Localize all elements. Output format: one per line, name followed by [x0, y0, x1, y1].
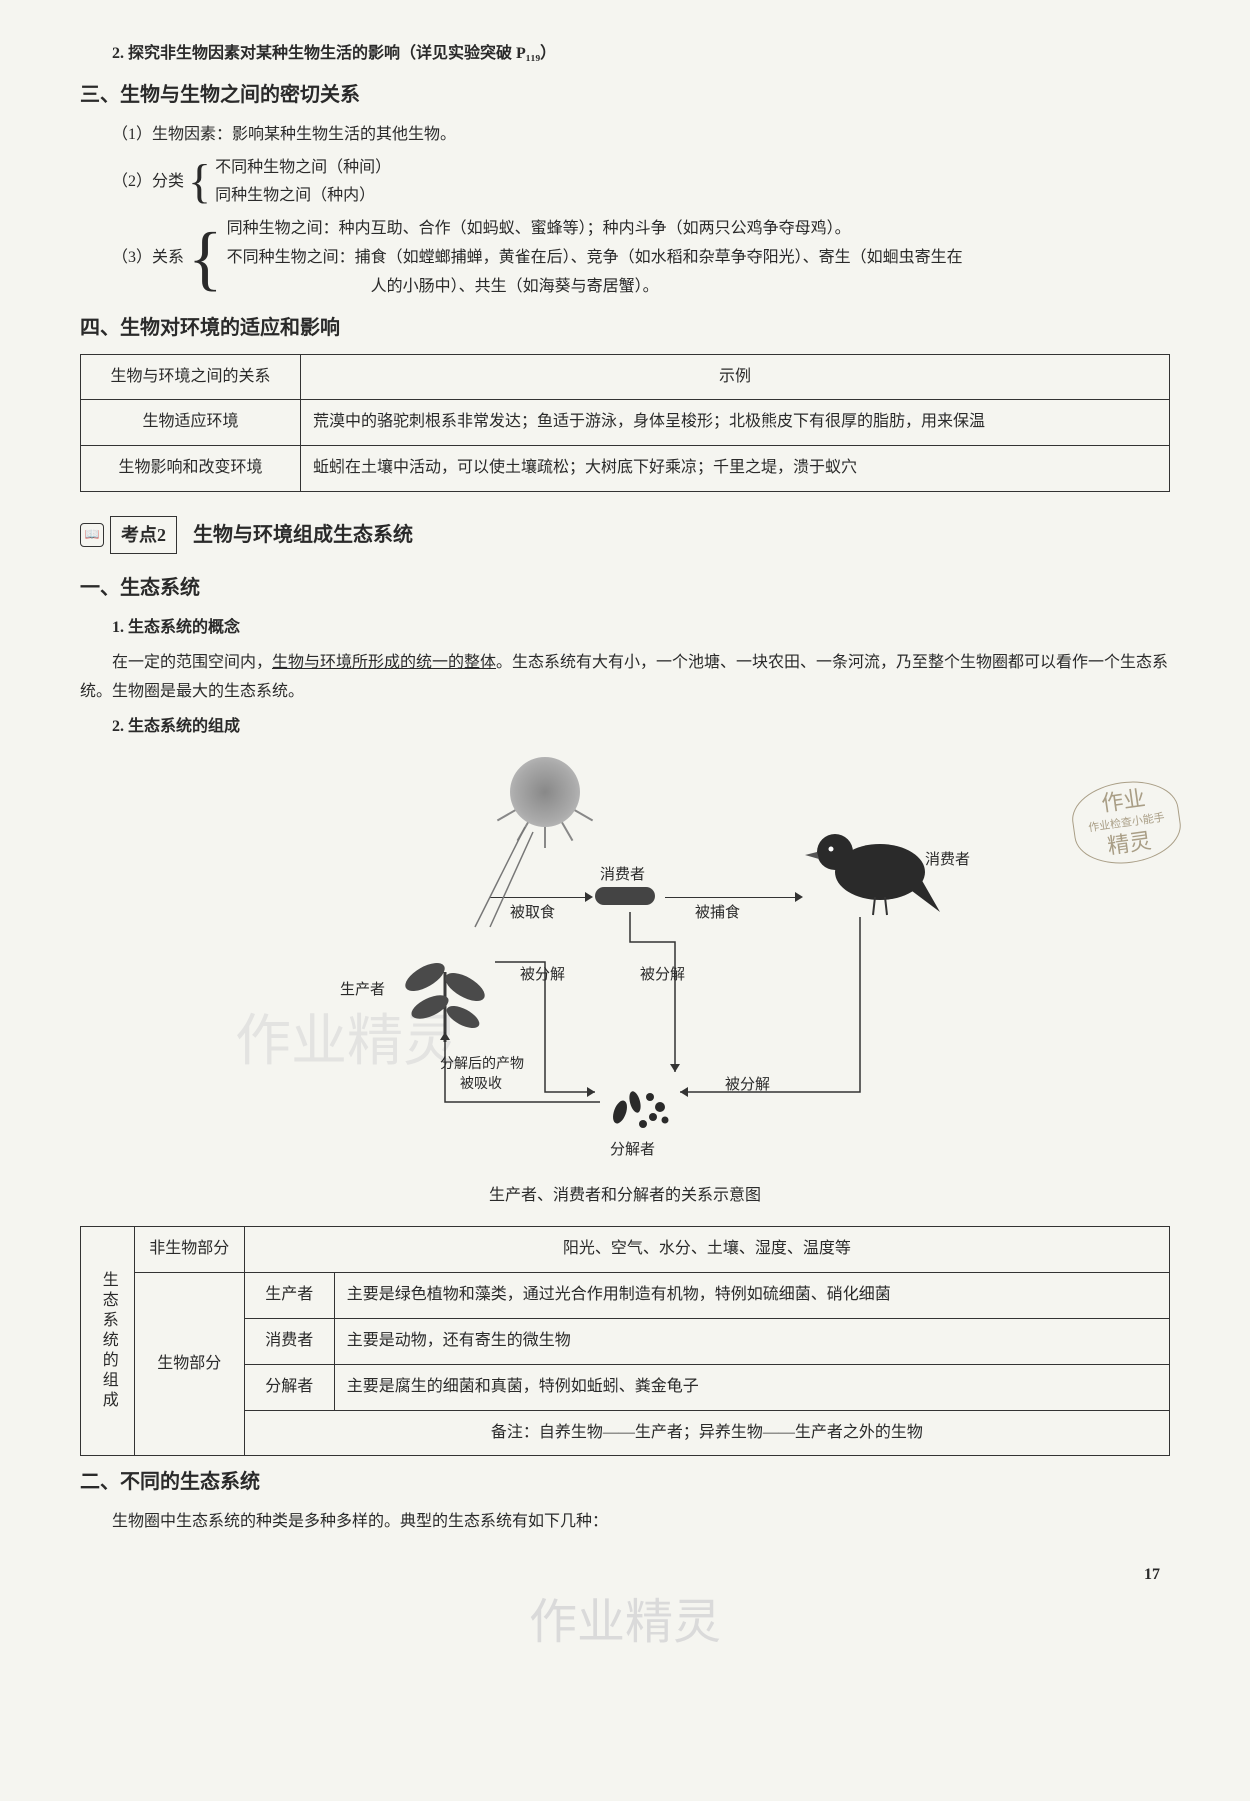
plant-icon: [395, 942, 485, 1032]
table-row: 生物与环境之间的关系 示例: [81, 354, 1170, 400]
consumer1-label: 消费者: [600, 862, 645, 889]
diagram-caption: 生产者、消费者和分解者的关系示意图: [80, 1182, 1170, 1211]
table-row: 生态系统的组成 非生物部分 阳光、空气、水分、土壤、湿度、温度等: [81, 1227, 1170, 1273]
sec3-heading: 三、生物与生物之间的密切关系: [80, 77, 1170, 113]
table-cell: 生物部分: [134, 1273, 244, 1456]
table-cell: 非生物部分: [134, 1227, 244, 1273]
eco2-p: 生物圈中生态系统的种类是多种多样的。典型的生态系统有如下几种：: [80, 1508, 1170, 1537]
table-cell: 主要是绿色植物和藻类，通过光合作用制造有机物，特例如硫细菌、硝化细菌: [334, 1273, 1169, 1319]
consumer2-label: 消费者: [925, 847, 970, 874]
table-row: 消费者 主要是动物，还有寄生的微生物: [81, 1318, 1170, 1364]
table-cell: 主要是腐生的细菌和真菌，特例如蚯蚓、粪金龟子: [334, 1364, 1169, 1410]
eco1-p1u: 生物与环境所形成的统一的整体: [272, 654, 496, 671]
sec3-item2a: 不同种生物之间（种间）: [215, 154, 391, 183]
brace-icon: {: [188, 154, 211, 212]
ecosystem-diagram: 作业精灵 消费者 消费者: [265, 752, 985, 1172]
worm-icon: [595, 887, 655, 905]
table-cell: 阳光、空气、水分、土壤、湿度、温度等: [244, 1227, 1169, 1273]
table-cell: 蚯蚓在土壤中活动，可以使土壤疏松；大树底下好乘凉；千里之堤，溃于蚁穴: [301, 446, 1170, 492]
bottom-watermark: 作业精灵: [80, 1580, 1170, 1666]
sec3-item3-label: （3）关系: [112, 215, 184, 301]
table-cell: 荒漠中的骆驼刺根系非常发达；鱼适于游泳，身体呈梭形；北极熊皮下有很厚的脂肪，用来…: [301, 400, 1170, 446]
brace-icon: {: [188, 215, 223, 301]
sec3-item2-label: （2）分类: [112, 154, 184, 212]
decomposer-icon: [605, 1082, 665, 1132]
table-row: 分解者 主要是腐生的细菌和真菌，特例如蚯蚓、粪金龟子: [81, 1364, 1170, 1410]
eco1-p1a: 在一定的范围空间内，: [112, 654, 272, 671]
table-row: 生物适应环境 荒漠中的骆驼刺根系非常发达；鱼适于游泳，身体呈梭形；北极熊皮下有很…: [81, 400, 1170, 446]
sec3-item2-group: （2）分类 { 不同种生物之间（种间） 同种生物之间（种内）: [112, 154, 1170, 212]
arrow-head-icon: [795, 892, 803, 902]
producer-label: 生产者: [340, 977, 385, 1004]
arrow-line: [665, 897, 800, 899]
ecosystem-components-table: 生态系统的组成 非生物部分 阳光、空气、水分、土壤、湿度、温度等 生物部分 生产…: [80, 1226, 1170, 1456]
sec3-item1: （1）生物因素：影响某种生物生活的其他生物。: [80, 121, 1170, 150]
table-header: 示例: [301, 354, 1170, 400]
table-cell: 备注：自养生物——生产者；异养生物——生产者之外的生物: [244, 1410, 1169, 1456]
left-label: 生态系统的组成: [81, 1227, 135, 1456]
sun-shape: [510, 757, 580, 827]
table-cell: 生物适应环境: [81, 400, 301, 446]
sec4-table: 生物与环境之间的关系 示例 生物适应环境 荒漠中的骆驼刺根系非常发达；鱼适于游泳…: [80, 354, 1170, 492]
eco1-h2: 2. 生态系统的组成: [80, 713, 1170, 742]
table-row: 生物部分 生产者 主要是绿色植物和藻类，通过光合作用制造有机物，特例如硫细菌、硝…: [81, 1273, 1170, 1319]
kaodian-title: 生物与环境组成生态系统: [193, 517, 413, 553]
absorbed-label-b: 被吸收: [460, 1072, 502, 1097]
table-cell: 分解者: [244, 1364, 334, 1410]
eco1-h1: 1. 生态系统的概念: [80, 614, 1170, 643]
table-cell: 消费者: [244, 1318, 334, 1364]
kaodian-box: 考点2: [110, 516, 177, 554]
stamp-watermark: 作业 作业检查小能手 精灵: [1068, 774, 1185, 870]
table-row: 生物影响和改变环境 蚯蚓在土壤中活动，可以使土壤疏松；大树底下好乘凉；千里之堤，…: [81, 446, 1170, 492]
bird-icon: [805, 807, 945, 917]
book-icon: 📖: [80, 523, 104, 547]
sec4-heading: 四、生物对环境的适应和影响: [80, 310, 1170, 346]
arrow-svg: [675, 917, 875, 1107]
sec3-item3b: 不同种生物之间：捕食（如螳螂捕蝉，黄雀在后）、竞争（如水稻和杂草争夺阳光）、寄生…: [227, 244, 963, 273]
arrow-head-icon: [585, 892, 593, 902]
sec3-item3b2: 人的小肠中）、共生（如海葵与寄居蟹）。: [227, 273, 963, 302]
table-header: 生物与环境之间的关系: [81, 354, 301, 400]
sec3-item3-group: （3）关系 { 同种生物之间：种内互助、合作（如蚂蚁、蜜蜂等）；种内斗争（如两只…: [112, 215, 1170, 301]
sec3-item3a: 同种生物之间：种内互助、合作（如蚂蚁、蜜蜂等）；种内斗争（如两只公鸡争夺母鸡）。: [227, 215, 963, 244]
eco2-heading: 二、不同的生态系统: [80, 1464, 1170, 1500]
decomposer-label: 分解者: [610, 1137, 655, 1164]
kaodian-badge: 📖 考点2 生物与环境组成生态系统: [80, 516, 413, 554]
sec3-item2b: 同种生物之间（种内）: [215, 182, 391, 211]
eco1-p1: 在一定的范围空间内，生物与环境所形成的统一的整体。生态系统有大有小，一个池塘、一…: [80, 649, 1170, 707]
eco1-heading: 一、生态系统: [80, 570, 1170, 606]
table-row: 备注：自养生物——生产者；异养生物——生产者之外的生物: [81, 1410, 1170, 1456]
decomposed1-label: 被分解: [520, 962, 565, 989]
table-cell: 生物影响和改变环境: [81, 446, 301, 492]
decomposed3-label: 被分解: [725, 1072, 770, 1099]
table-cell: 生产者: [244, 1273, 334, 1319]
sunray-svg: [465, 827, 545, 937]
line-2: 2. 探究非生物因素对某种生物生活的影响（详见实验突破 P₁₁₉）: [80, 40, 1170, 69]
table-cell: 主要是动物，还有寄生的微生物: [334, 1318, 1169, 1364]
